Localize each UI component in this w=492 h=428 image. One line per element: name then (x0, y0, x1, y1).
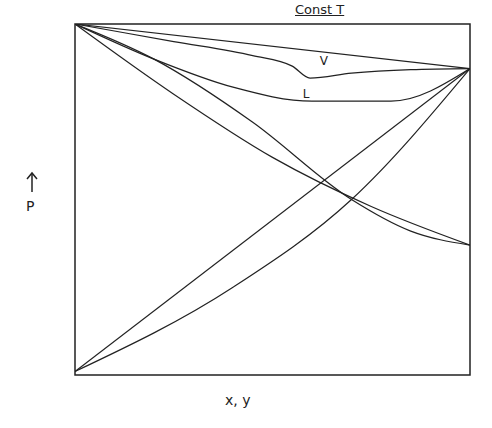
html-text:x, y: x, y (225, 392, 251, 408)
html-text:P: P (26, 198, 35, 214)
html-text:Const T: Const T (295, 2, 345, 17)
svg-text:V: V (320, 54, 329, 68)
svg-text:L: L (303, 87, 310, 101)
